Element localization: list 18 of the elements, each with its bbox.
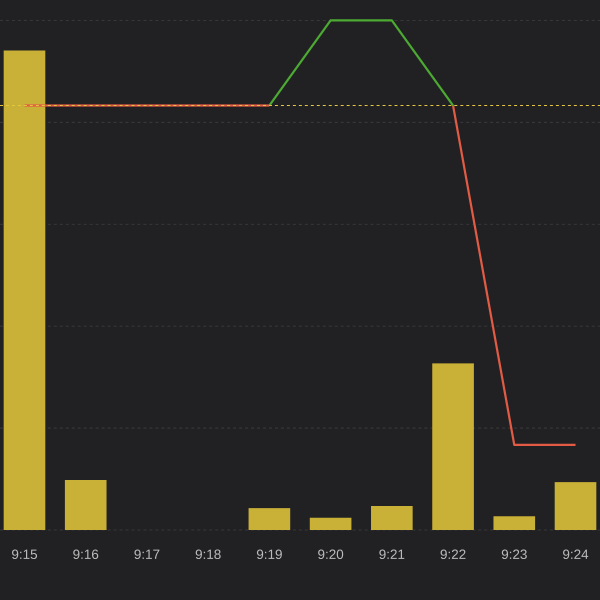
x-tick-label: 9:23 <box>502 550 527 560</box>
x-tick-label: 9:24 <box>563 550 588 560</box>
x-tick-label: 9:21 <box>379 550 404 560</box>
x-tick-label: 9:22 <box>440 550 466 560</box>
x-tick-label: 9:18 <box>196 550 221 560</box>
x-tick-label: 9:15 <box>12 550 38 560</box>
bar <box>248 508 290 530</box>
bar <box>432 363 474 530</box>
bar <box>64 480 107 530</box>
bar <box>554 482 596 530</box>
x-tick-label: 9:20 <box>318 550 344 560</box>
x-tick-label: 9:16 <box>73 550 98 560</box>
bar <box>371 506 413 530</box>
x-tick-label: 9:19 <box>256 550 282 560</box>
bar <box>4 50 46 530</box>
x-tick-label: 9:17 <box>134 550 160 560</box>
bar <box>493 516 536 530</box>
bar <box>310 518 352 530</box>
